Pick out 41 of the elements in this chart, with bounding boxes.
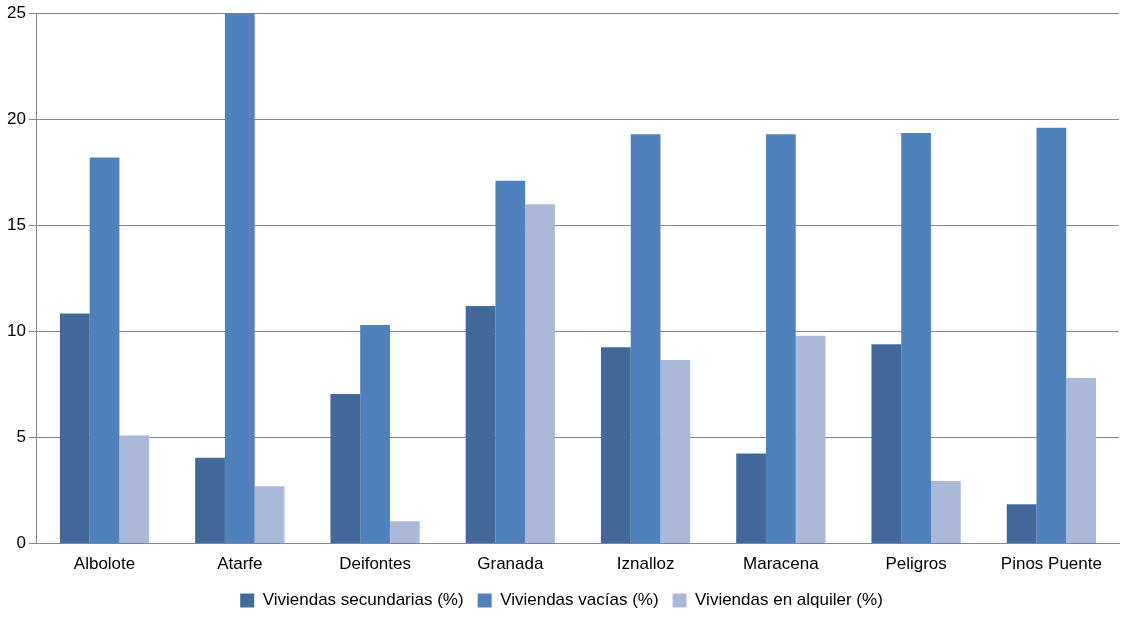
bar — [1036, 127, 1067, 544]
bar — [224, 13, 255, 544]
bar — [195, 457, 225, 544]
bar — [495, 180, 526, 544]
bar — [330, 394, 361, 544]
bar — [89, 157, 120, 544]
x-tick-label: Deifontes — [339, 554, 411, 574]
x-tick-label: Granada — [477, 554, 544, 574]
y-tick-label: 0 — [16, 533, 26, 553]
x-tick-label: Peligros — [885, 554, 947, 574]
bar — [119, 435, 150, 544]
bar — [59, 313, 90, 544]
bar — [389, 521, 420, 544]
bar — [736, 453, 766, 544]
legend-label: Viviendas secundarias (%) — [262, 590, 464, 610]
bar — [1006, 504, 1037, 544]
bar — [871, 344, 902, 544]
bar — [630, 134, 661, 544]
bar — [765, 134, 796, 544]
x-tick-label: Albolote — [73, 554, 136, 574]
bar — [901, 133, 931, 544]
y-tick-label: 5 — [16, 427, 26, 447]
bar — [525, 204, 555, 544]
x-tick-label: Iznalloz — [616, 554, 675, 574]
bar — [660, 360, 691, 544]
bar — [465, 305, 496, 544]
y-tick-label: 10 — [6, 321, 26, 341]
y-tick-label: 25 — [6, 2, 26, 22]
x-tick-label: Pinos Puente — [1000, 554, 1102, 574]
bar — [1066, 378, 1097, 544]
y-tick-label: 20 — [6, 108, 26, 128]
bar — [930, 481, 961, 544]
bar — [795, 335, 826, 544]
legend-label: Viviendas vacías (%) — [500, 590, 659, 610]
bar — [254, 486, 285, 544]
x-tick-label: Atarfe — [217, 554, 263, 574]
legend-label: Viviendas en alquiler (%) — [695, 590, 883, 610]
bar — [360, 325, 390, 544]
y-tick-label: 15 — [6, 215, 26, 235]
bar — [600, 347, 631, 544]
x-tick-label: Maracena — [743, 554, 820, 574]
